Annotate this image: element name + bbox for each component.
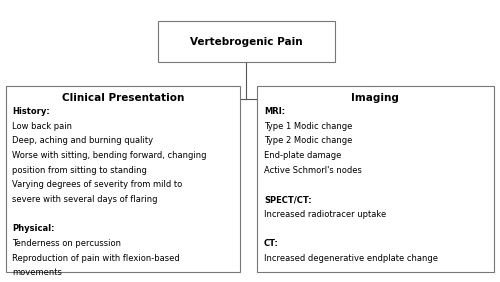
Text: Clinical Presentation: Clinical Presentation (62, 93, 184, 103)
Text: Active Schmorl's nodes: Active Schmorl's nodes (264, 166, 362, 175)
Text: severe with several days of flaring: severe with several days of flaring (12, 195, 158, 204)
Text: Varying degrees of severity from mild to: Varying degrees of severity from mild to (12, 180, 182, 190)
Text: MRI:: MRI: (264, 107, 285, 116)
Text: movements: movements (12, 268, 62, 277)
Text: Type 2 Modic change: Type 2 Modic change (264, 136, 352, 146)
FancyBboxPatch shape (6, 86, 239, 272)
Text: Physical:: Physical: (12, 224, 54, 233)
Text: Imaging: Imaging (352, 93, 399, 103)
Text: Tenderness on percussion: Tenderness on percussion (12, 239, 121, 248)
Text: History:: History: (12, 107, 50, 116)
Text: SPECT/CT:: SPECT/CT: (264, 195, 312, 204)
Text: CT:: CT: (264, 239, 279, 248)
FancyBboxPatch shape (256, 86, 494, 272)
Text: Increased degenerative endplate change: Increased degenerative endplate change (264, 254, 438, 263)
FancyBboxPatch shape (158, 21, 335, 62)
Text: Worse with sitting, bending forward, changing: Worse with sitting, bending forward, cha… (12, 151, 206, 160)
Text: Vertebrogenic Pain: Vertebrogenic Pain (190, 37, 302, 47)
Text: Reproduction of pain with flexion-based: Reproduction of pain with flexion-based (12, 254, 180, 263)
Text: Type 1 Modic change: Type 1 Modic change (264, 122, 352, 131)
Text: Increased radiotracer uptake: Increased radiotracer uptake (264, 210, 386, 219)
Text: position from sitting to standing: position from sitting to standing (12, 166, 147, 175)
Text: Low back pain: Low back pain (12, 122, 72, 131)
Text: Deep, aching and burning quality: Deep, aching and burning quality (12, 136, 153, 146)
Text: End-plate damage: End-plate damage (264, 151, 342, 160)
